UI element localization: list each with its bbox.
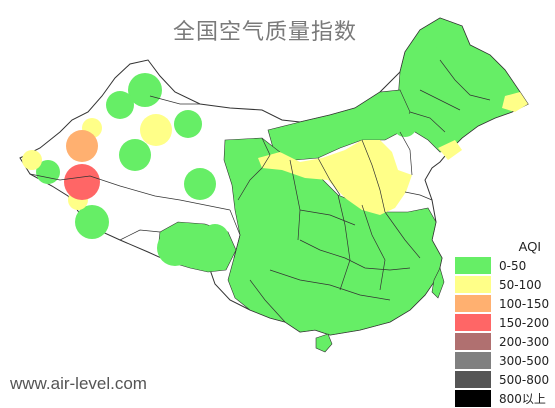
legend-swatch [455, 333, 491, 350]
legend-label: 300-500 [499, 353, 550, 368]
legend-label: 200-300 [499, 334, 550, 349]
aqi-legend: AQI 0-50 50-100 100-150 150-200 200-300 300-5… [455, 238, 551, 408]
legend-label: 800以上 [499, 392, 546, 406]
aqi-station-unhealthy [64, 164, 100, 200]
region-north-china-plain [258, 140, 412, 215]
region-northeast [397, 17, 521, 153]
legend-label: 500-800 [499, 372, 550, 387]
legend-swatch [455, 352, 491, 369]
region-liaoning-yellow [438, 140, 462, 160]
legend-item: 200-300 [455, 332, 551, 351]
legend-item: 0-50 [455, 256, 551, 275]
legend-swatch [455, 257, 491, 274]
page-title: 全国空气质量指数 [172, 20, 357, 45]
legend-swatch [455, 295, 491, 312]
legend-item: 300-500 [455, 351, 551, 370]
legend-label: 100-150 [499, 296, 550, 311]
legend-item: 800以上 [455, 389, 551, 408]
legend-label: 50-100 [499, 277, 542, 292]
legend-swatch [455, 276, 491, 293]
legend-item: 100-150 [455, 294, 551, 313]
legend-title: AQI [518, 239, 541, 254]
region-taiwan [431, 267, 445, 299]
province-borders [29, 59, 491, 323]
aqi-stations-good [36, 24, 452, 266]
legend-item: 500-800 [455, 370, 551, 389]
legend-label: 150-200 [499, 315, 550, 330]
region-hainan [315, 333, 333, 353]
legend-label: 0-50 [499, 258, 527, 273]
region-northeast-yellow [502, 92, 528, 112]
legend-swatch [455, 314, 491, 331]
legend-item: 50-100 [455, 275, 551, 294]
aqi-zone-moderate [22, 92, 528, 215]
legend-rows: 0-50 50-100 100-150 150-200 200-300 300-500 50… [455, 256, 551, 408]
legend-swatch [455, 371, 491, 388]
aqi-station-sensitive [66, 130, 98, 162]
legend-swatch [455, 390, 491, 407]
legend-item: 150-200 [455, 313, 551, 332]
site-url: www.air-level.com [10, 374, 147, 393]
